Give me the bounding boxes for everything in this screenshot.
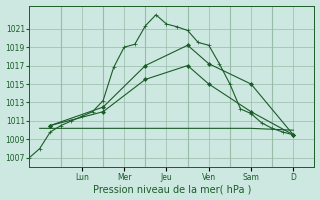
X-axis label: Pression niveau de la mer( hPa ): Pression niveau de la mer( hPa ) <box>92 184 251 194</box>
